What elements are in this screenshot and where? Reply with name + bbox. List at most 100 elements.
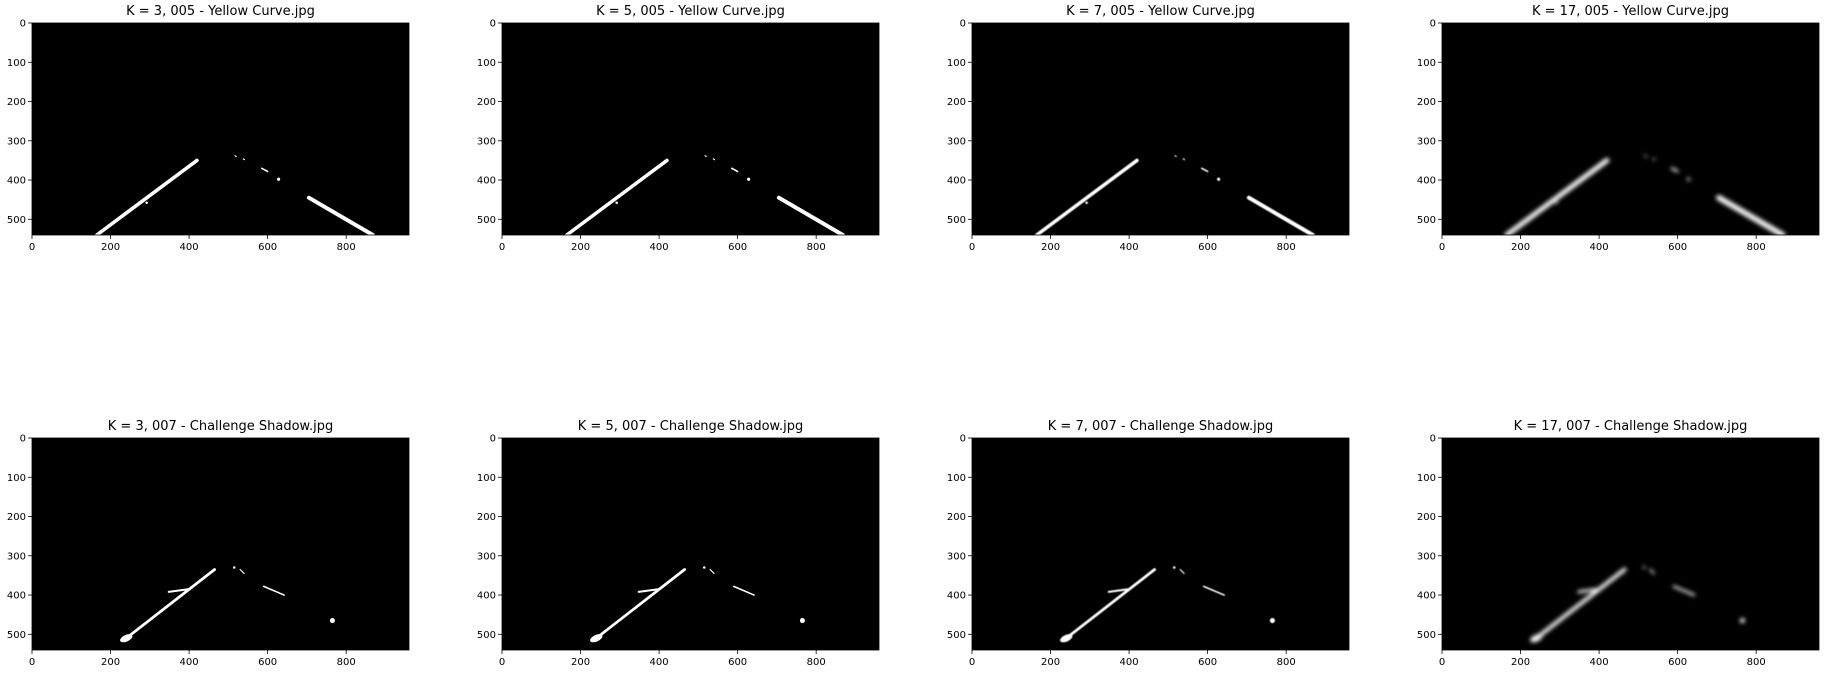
y-tick-label: 200	[947, 97, 966, 108]
lane-mark	[1085, 201, 1088, 205]
lane-mark	[1739, 618, 1745, 624]
lane-mark	[234, 155, 237, 158]
lane-mark	[260, 167, 269, 173]
lane-mark	[702, 566, 706, 569]
x-tick-label: 400	[650, 242, 669, 253]
x-tick-label: 200	[1041, 657, 1060, 668]
lane-markings	[1530, 566, 1745, 643]
panel-title: K = 17, 007 - Challenge Shadow.jpg	[1513, 419, 1748, 434]
y-tick-label: 300	[477, 551, 496, 562]
x-tick-label: 0	[29, 657, 35, 668]
panel-007-k3: K = 3, 007 - Challenge Shadow.jpg 0 100 200…	[0, 415, 440, 668]
x-tick-label: 800	[807, 242, 826, 253]
y-tick-label: 0	[20, 434, 26, 445]
x-tick-label: 200	[571, 657, 590, 668]
lane-markings	[120, 566, 335, 643]
y-tick-label: 500	[7, 215, 26, 226]
lane-markings	[95, 155, 375, 237]
x-tick-label: 0	[499, 657, 505, 668]
lane-markings	[1504, 154, 1786, 238]
lane-markings	[1035, 155, 1315, 237]
y-tick-label: 0	[20, 19, 26, 30]
lane-mark	[306, 195, 375, 237]
lane-mark	[124, 568, 216, 640]
x-tick-label: 200	[101, 242, 120, 253]
x-tick-label: 400	[180, 242, 199, 253]
lane-mark	[1174, 155, 1177, 158]
y-tick-label: 500	[477, 630, 496, 641]
image-axes: 0 100 200 300 400 500 0 200 400 600 800	[947, 434, 1350, 668]
lane-mark	[1652, 158, 1656, 161]
y-tick-label: 100	[1417, 58, 1436, 69]
y-tick-label: 500	[1417, 215, 1436, 226]
lane-mark	[1534, 567, 1627, 641]
lane-mark	[277, 177, 281, 181]
y-tick-label: 500	[947, 215, 966, 226]
lane-mark	[1269, 618, 1275, 624]
x-tick-label: 600	[1198, 657, 1217, 668]
x-tick-label: 800	[1277, 657, 1296, 668]
image-background	[502, 438, 879, 650]
lane-mark	[704, 155, 707, 158]
panel-007-k5: K = 5, 007 - Challenge Shadow.jpg 0 100 200…	[470, 415, 910, 668]
axes-frame	[501, 437, 880, 651]
image-axes: 0 100 200 300 400 500 0 200 400 600 800	[947, 19, 1350, 253]
y-tick-label: 300	[1417, 551, 1436, 562]
x-tick-label: 800	[807, 657, 826, 668]
y-tick-label: 200	[947, 512, 966, 523]
lane-mark	[95, 158, 199, 237]
y-tick-label: 100	[947, 473, 966, 484]
lane-mark	[776, 195, 845, 237]
y-tick-label: 100	[7, 58, 26, 69]
axes-frame	[1441, 437, 1820, 651]
y-tick-label: 0	[960, 19, 966, 30]
image-background	[972, 23, 1349, 235]
x-tick-label: 400	[1590, 242, 1609, 253]
lane-mark	[242, 158, 246, 161]
image-background	[502, 23, 879, 235]
lane-markings	[590, 566, 805, 643]
panel-007-k7: K = 7, 007 - Challenge Shadow.jpg 0 100 200…	[940, 415, 1380, 668]
y-tick-label: 0	[960, 434, 966, 445]
y-tick-label: 500	[7, 630, 26, 641]
image-background	[32, 23, 409, 235]
lane-markings	[565, 155, 845, 237]
y-tick-label: 200	[1417, 97, 1436, 108]
image-background	[32, 438, 409, 650]
x-tick-label: 0	[29, 242, 35, 253]
lane-mark	[262, 585, 285, 596]
lane-mark	[709, 568, 715, 575]
lane-mark	[1202, 585, 1225, 596]
lane-mark	[730, 167, 739, 173]
lane-mark	[1182, 158, 1186, 161]
x-tick-label: 600	[1198, 242, 1217, 253]
lane-mark	[590, 634, 603, 643]
y-tick-label: 400	[947, 176, 966, 187]
x-tick-label: 200	[1041, 242, 1060, 253]
y-tick-label: 300	[7, 136, 26, 147]
lane-mark	[167, 588, 191, 593]
lane-markings	[1060, 566, 1275, 643]
panel-title: K = 17, 005 - Yellow Curve.jpg	[1531, 4, 1729, 19]
axes-frame	[31, 437, 410, 651]
lane-mark	[1200, 167, 1209, 173]
x-tick-label: 800	[1747, 657, 1766, 668]
x-tick-label: 600	[1668, 242, 1687, 253]
axes-frame	[971, 22, 1350, 236]
y-tick-label: 400	[477, 176, 496, 187]
x-tick-label: 400	[1590, 657, 1609, 668]
lane-mark	[1530, 634, 1543, 643]
panel-007-k17: K = 17, 007 - Challenge Shadow.jpg 0 100 20…	[1410, 415, 1829, 668]
y-tick-label: 100	[477, 58, 496, 69]
y-tick-label: 400	[477, 591, 496, 602]
y-tick-label: 100	[7, 473, 26, 484]
lane-mark	[1672, 585, 1696, 597]
lane-mark	[615, 201, 618, 205]
y-tick-label: 100	[1417, 473, 1436, 484]
panel-title: K = 5, 007 - Challenge Shadow.jpg	[577, 419, 804, 434]
lane-mark	[1246, 195, 1315, 237]
y-tick-label: 100	[947, 58, 966, 69]
panel-005-k7: K = 7, 005 - Yellow Curve.jpg 0 100 200 300 4…	[940, 0, 1380, 253]
y-tick-label: 200	[477, 97, 496, 108]
x-tick-label: 0	[1439, 657, 1445, 668]
